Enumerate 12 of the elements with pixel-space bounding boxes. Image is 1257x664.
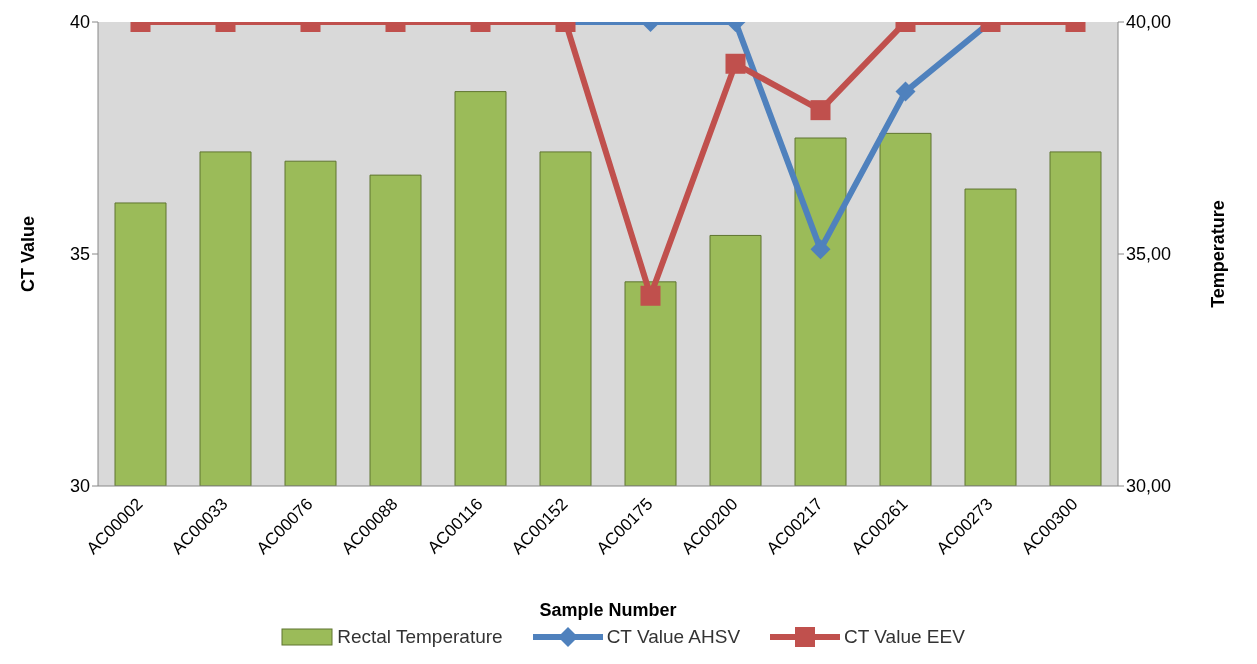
legend-label: CT Value EEV — [844, 626, 965, 648]
y2-tick-label: 30,00 — [1126, 476, 1172, 497]
x-axis-title: Sample Number — [539, 600, 677, 620]
y-tick-label: 35 — [69, 244, 90, 265]
legend-label: Rectal Temperature — [337, 626, 503, 648]
y2-tick-label: 35,00 — [1126, 244, 1172, 265]
y-tick-label: 40 — [69, 12, 90, 33]
legend-label: CT Value AHSV — [606, 626, 741, 648]
y-tick-label: 30 — [69, 476, 90, 497]
y2-axis-title: Temperature — [1208, 200, 1229, 308]
y-axis-title: CT Value — [18, 215, 39, 293]
y2-tick-label: 40,00 — [1126, 12, 1172, 33]
